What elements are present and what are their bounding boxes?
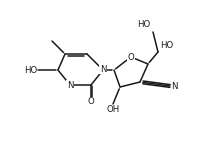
Text: N: N (100, 64, 106, 74)
Text: N: N (171, 82, 177, 90)
Text: N: N (67, 81, 73, 89)
Text: O: O (128, 53, 134, 61)
Text: O: O (88, 98, 94, 106)
Text: HO: HO (137, 20, 150, 29)
Text: HO: HO (160, 41, 173, 50)
Text: HO: HO (24, 65, 37, 75)
Text: OH: OH (106, 105, 120, 114)
